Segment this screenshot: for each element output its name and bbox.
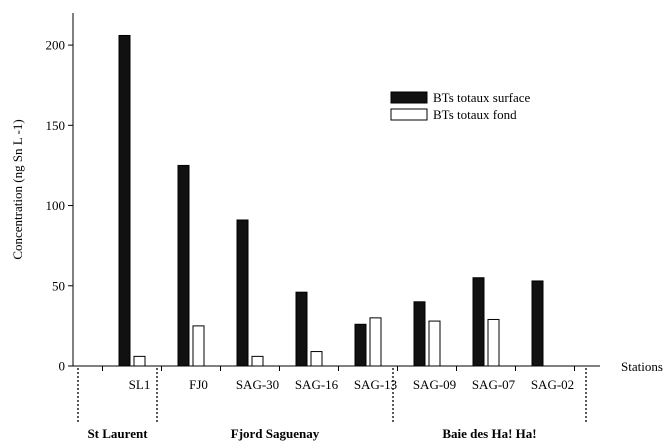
bar-fond	[133, 355, 146, 367]
bar-fond	[428, 320, 441, 367]
x-tick-label: FJ0	[189, 377, 208, 392]
group-label: Fjord Saguenay	[231, 426, 320, 441]
y-axis-title: Concentration (ng Sn L -1)	[10, 119, 25, 259]
bar-surface	[531, 280, 544, 367]
legend-label: BTs totaux fond	[433, 107, 517, 122]
x-tick-label: SAG-02	[531, 377, 574, 392]
x-axis-title: Stations	[621, 359, 663, 374]
bar-fond	[369, 317, 382, 367]
group-label: Baie des Ha! Ha!	[442, 426, 536, 441]
bar-surface	[177, 164, 190, 367]
bar-surface	[236, 219, 249, 367]
bar-fond	[310, 351, 323, 367]
x-tick-label: SAG-30	[236, 377, 279, 392]
bar-surface	[413, 301, 426, 367]
y-tick-label: 100	[46, 198, 66, 213]
x-tick-label: SAG-07	[472, 377, 516, 392]
x-tick-label: SL1	[129, 377, 151, 392]
y-tick-label: 0	[59, 359, 66, 374]
y-tick-label: 50	[52, 278, 65, 293]
bar-surface	[118, 34, 131, 367]
group-label: St Laurent	[87, 426, 148, 441]
x-tick-label: SAG-16	[295, 377, 339, 392]
bar-surface	[472, 277, 485, 367]
bar-surface	[354, 323, 367, 367]
station-groups: St Laurent Fjord Saguenay Baie des Ha! Ha!	[77, 368, 587, 441]
x-tick-label: SAG-09	[413, 377, 456, 392]
bars	[118, 34, 544, 367]
legend-swatch	[390, 108, 428, 121]
legend-swatch	[390, 91, 428, 104]
bar-fond	[251, 355, 264, 367]
y-tick-label: 200	[46, 38, 66, 53]
bar-surface	[295, 291, 308, 367]
bar-fond	[487, 318, 500, 367]
x-tick-label: SAG-13	[354, 377, 397, 392]
legend-label: BTs totaux surface	[433, 90, 531, 105]
legend: BTs totaux surface BTs totaux fond	[390, 90, 531, 122]
bar-fond	[192, 325, 205, 367]
axes: 0 50 100 150 200 Concentration (ng Sn L -1) St…	[10, 13, 663, 392]
y-tick-label: 150	[46, 118, 66, 133]
